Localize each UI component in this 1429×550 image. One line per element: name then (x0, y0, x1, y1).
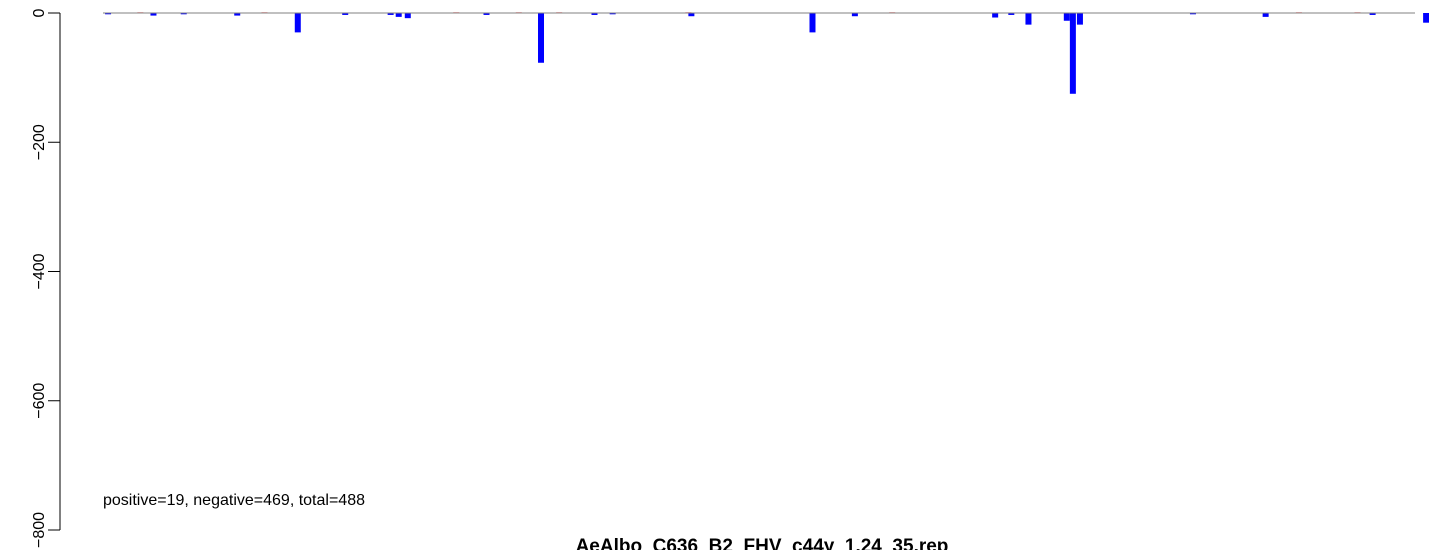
negative-bar (1069, 13, 1076, 94)
negative-bar (1063, 13, 1070, 21)
negative-bar (105, 13, 112, 15)
y-tick-label: 0 (31, 8, 48, 17)
negative-bar (538, 13, 545, 63)
negative-bar (1262, 13, 1269, 17)
negative-bar (688, 13, 695, 17)
y-tick-label: −400 (31, 253, 48, 289)
negative-bar (1423, 13, 1429, 23)
negative-bar (342, 13, 349, 15)
negative-bar (150, 13, 157, 16)
negative-bar (851, 13, 858, 17)
negative-bar (395, 13, 402, 17)
y-tick-label: −200 (31, 124, 48, 160)
negative-bar (180, 13, 187, 15)
annotation-text: positive=19, negative=469, total=488 (103, 492, 365, 509)
bars (105, 12, 1429, 94)
y-tick-label: −800 (31, 512, 48, 548)
negative-bar (1025, 13, 1032, 25)
negative-bar (483, 13, 490, 15)
y-tick-label: −600 (31, 383, 48, 419)
negative-bar (404, 13, 411, 19)
negative-bar (609, 13, 616, 15)
negative-bar (234, 13, 241, 16)
y-axis: 0 −200 −400 −600 −800 (31, 8, 61, 548)
negative-bar (1189, 13, 1196, 15)
negative-bar (294, 13, 301, 33)
negative-bar (1008, 13, 1015, 15)
negative-bar (1369, 13, 1376, 15)
chart-title: AeAlbo_C636_B2_FHV_c44y_1.24_35.rep (576, 536, 949, 550)
negative-bar (1076, 13, 1083, 25)
negative-bar (591, 13, 598, 15)
negative-bar (992, 13, 999, 18)
negative-bar (809, 13, 816, 33)
negative-bar (387, 13, 394, 15)
